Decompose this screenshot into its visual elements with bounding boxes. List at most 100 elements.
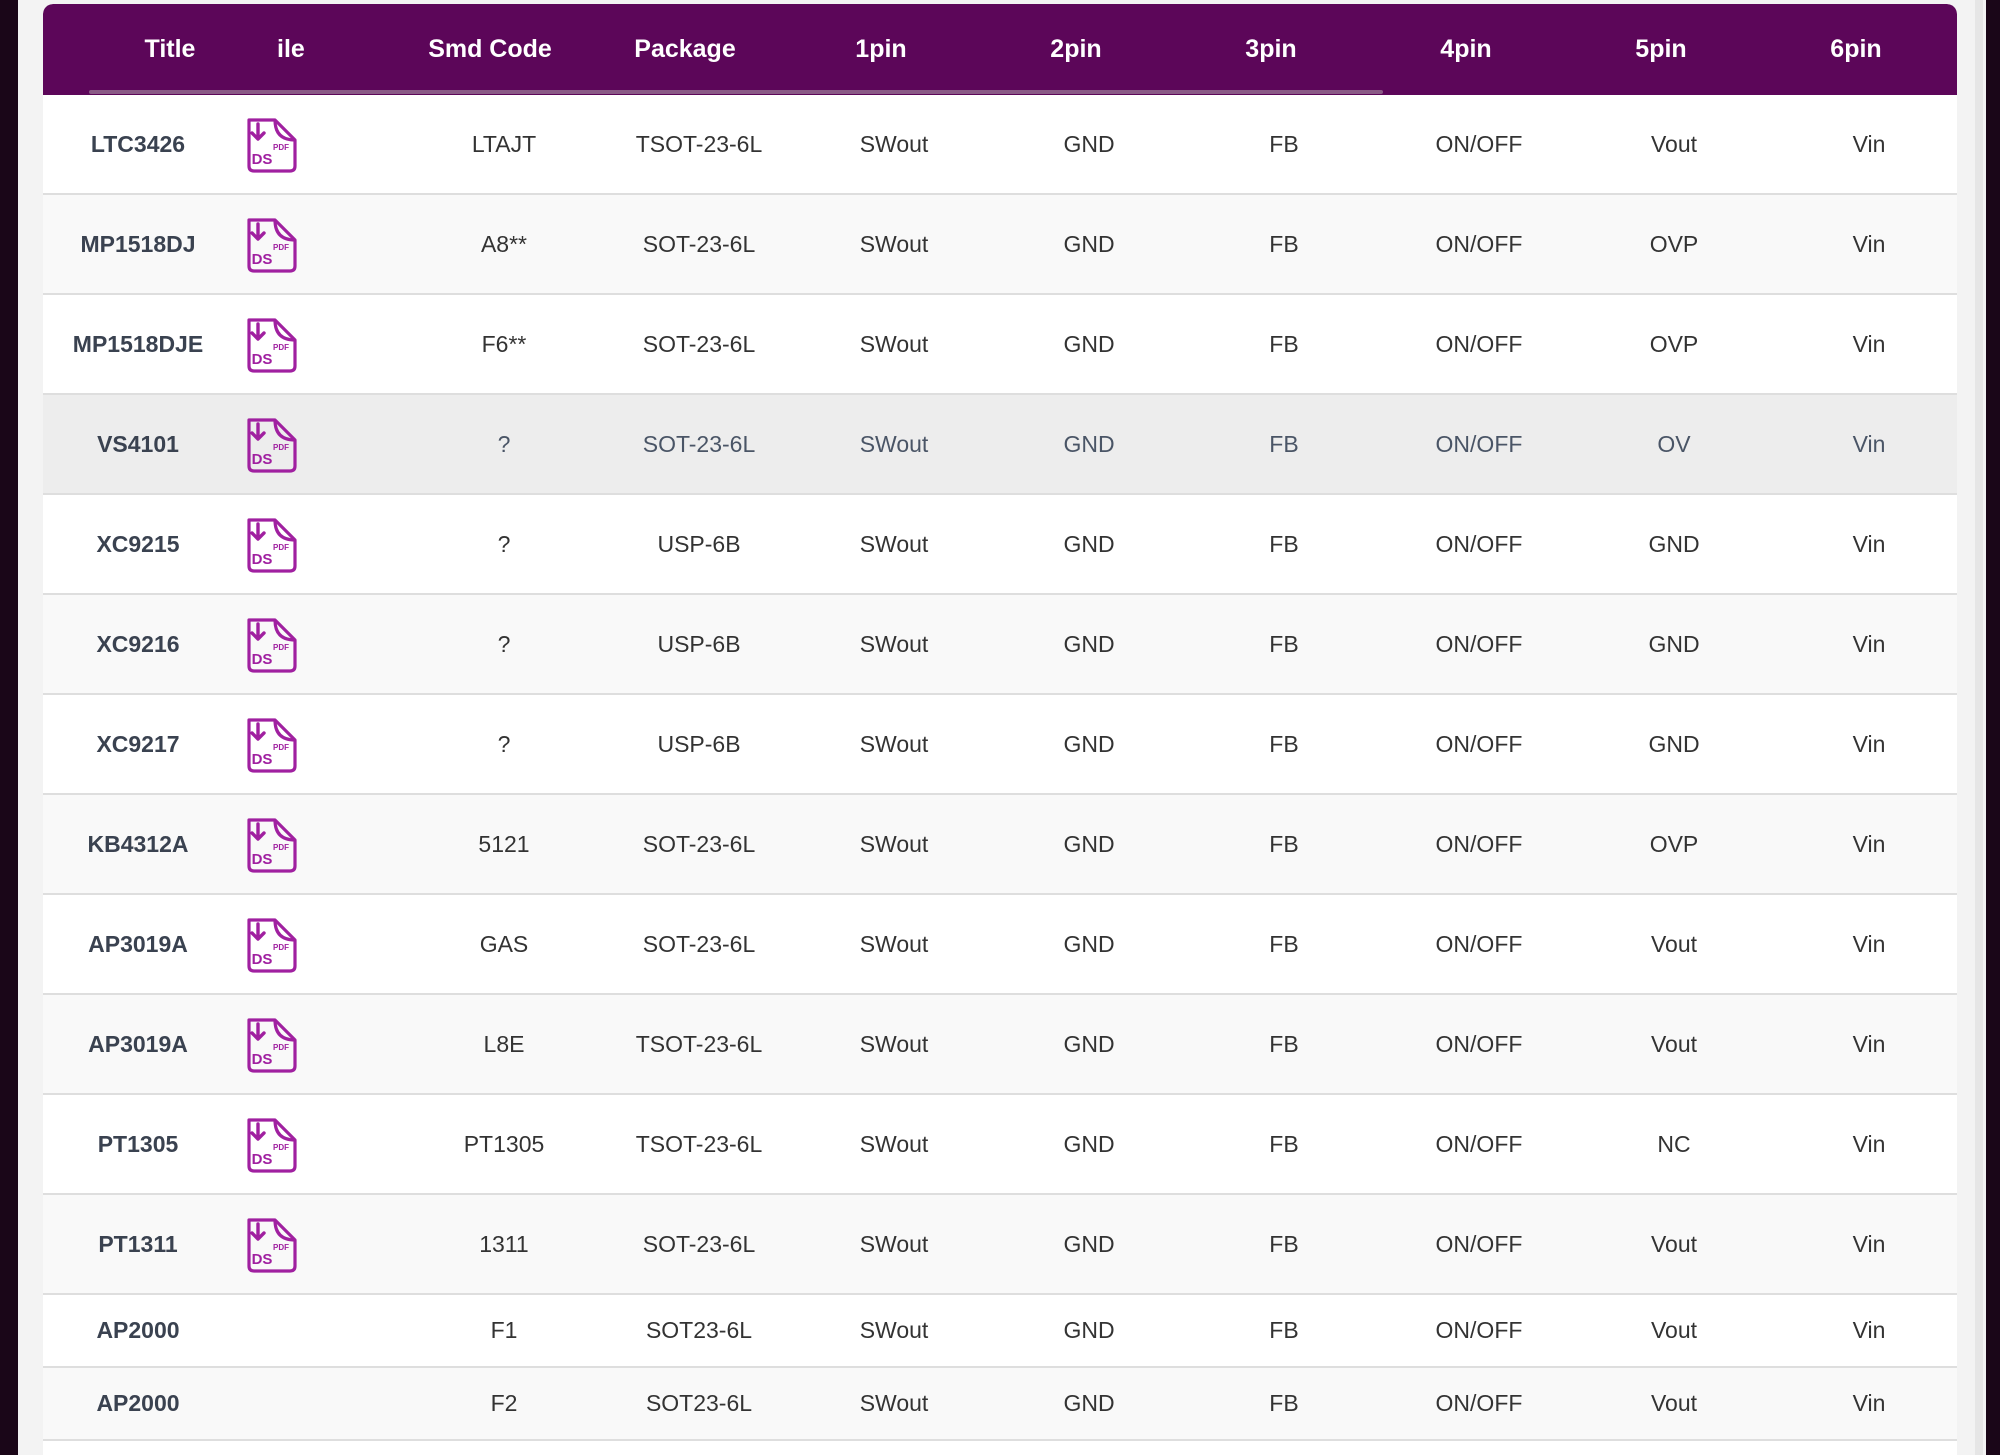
page-scrollbar[interactable] — [1975, 0, 1983, 1455]
svg-text:DS: DS — [252, 551, 273, 568]
cell-p4: ON/OFF — [1435, 330, 1523, 357]
svg-text:PDF: PDF — [273, 543, 289, 552]
cell-smd: F2 — [490, 1390, 518, 1416]
cell-p1: SWout — [859, 830, 929, 857]
header-4pin[interactable]: 4pin — [1440, 35, 1492, 63]
cell-title: MP1518DJE — [72, 330, 204, 357]
cell-package: SOT-23-6L — [642, 230, 756, 257]
cell-file: PDF DS — [233, 395, 309, 493]
cell-p5: Vout — [1650, 1030, 1698, 1057]
cell-file: PDF DS — [233, 895, 309, 993]
cell-p4: ON/OFF — [1435, 730, 1523, 757]
cell-title: AP2000 — [96, 1390, 180, 1416]
cell-p5: NC — [1657, 1130, 1691, 1157]
svg-text:DS: DS — [252, 1151, 273, 1168]
table-row[interactable]: MP1518DJE F6** SOT-23-6L SWout GND FB ON/OFF OV… — [43, 295, 1957, 395]
cell-p2: GND — [1063, 530, 1115, 557]
header-scroll-indicator — [89, 90, 1383, 94]
cell-p6: Vin — [1852, 330, 1886, 357]
cell-package: SOT-23-6L — [642, 830, 756, 857]
svg-text:DS: DS — [252, 651, 273, 668]
cell-p3: FB — [1269, 1230, 1299, 1257]
cell-p6: Vin — [1852, 1130, 1886, 1157]
header-1pin[interactable]: 1pin — [855, 35, 907, 63]
table-row[interactable]: LTC3426 LTAJT TSOT-23-6L SWout GND FB ON/OFF Vo… — [43, 95, 1957, 195]
table-row[interactable]: AP3019A L8E TSOT-23-6L SWout GND FB ON/OFF Vout… — [43, 995, 1957, 1095]
cell-p6: Vin — [1852, 130, 1886, 157]
cell-p6: Vin — [1852, 630, 1886, 657]
cell-package: TSOT-23-6L — [635, 1030, 763, 1057]
header-title[interactable]: Title — [144, 35, 196, 63]
table-row[interactable]: XC9216? USP-6B SWout GND FB ON/OFF GND Vin PDF DS — [43, 595, 1957, 695]
cell-package: SOT23-6L — [645, 1390, 753, 1416]
cell-smd: L8E — [483, 1030, 525, 1057]
cell-smd: GAS — [479, 930, 529, 957]
cell-p4: ON/OFF — [1435, 930, 1523, 957]
svg-text:PDF: PDF — [273, 1243, 289, 1252]
svg-text:PDF: PDF — [273, 743, 289, 752]
cell-package: SOT-23-6L — [642, 1230, 756, 1257]
table-row[interactable]: MP1518DJ A8** SOT-23-6L SWout GND FB ON/OFF OVP… — [43, 195, 1957, 295]
cell-p3: FB — [1269, 1030, 1299, 1057]
cell-p1: SWout — [859, 730, 929, 757]
table-row[interactable]: XC9215? USP-6B SWout GND FB ON/OFF GND Vin PDF DS — [43, 495, 1957, 595]
table-row[interactable]: AP2000 F2 SOT23-6L SWout GND FB ON/OFF Vout Vin — [43, 1368, 1957, 1441]
cell-p2: GND — [1063, 1317, 1115, 1343]
cell-title: XC9215 — [96, 530, 180, 557]
table-row[interactable]: AP2000 F1 SOT23-6L SWout GND FB ON/OFF Vout Vin — [43, 1295, 1957, 1368]
cell-package: USP-6B — [657, 530, 741, 557]
cell-p1: SWout — [859, 1317, 929, 1343]
cell-title: PT1311 — [98, 1230, 178, 1257]
cell-smd: ? — [497, 530, 511, 557]
cell-package: SOT23-6L — [645, 1317, 753, 1343]
cell-p2: GND — [1063, 430, 1115, 457]
cell-p5: GND — [1648, 530, 1700, 557]
cell-p4: ON/OFF — [1435, 1390, 1523, 1416]
header-file[interactable]: ile — [277, 35, 305, 63]
cell-file: PDF DS — [233, 1095, 309, 1193]
table-row[interactable]: KB4312A 5121 SOT-23-6L SWout GND FB ON/OFF OVP V… — [43, 795, 1957, 895]
cell-title: AP2000 — [96, 1317, 180, 1343]
cell-smd: PT1305 — [463, 1130, 545, 1157]
cell-package: USP-6B — [657, 730, 741, 757]
cell-p5: Vout — [1650, 1230, 1698, 1257]
cell-p2: GND — [1063, 830, 1115, 857]
cell-package: TSOT-23-6L — [635, 130, 763, 157]
cell-p2: GND — [1063, 130, 1115, 157]
table-row[interactable]: AP3019A GAS SOT-23-6L SWout GND FB ON/OFF Vout V… — [43, 895, 1957, 995]
table-row[interactable]: PT1305 PT1305 TSOT-23-6L SWout GND FB ON/OFF NC… — [43, 1095, 1957, 1195]
cell-file: PDF DS — [233, 1195, 309, 1293]
header-3pin[interactable]: 3pin — [1245, 35, 1297, 63]
svg-text:DS: DS — [252, 251, 273, 268]
cell-p4: ON/OFF — [1435, 830, 1523, 857]
cell-file: PDF DS — [233, 295, 309, 393]
cell-file: PDF DS — [233, 495, 309, 593]
header-5pin[interactable]: 5pin — [1635, 35, 1687, 63]
cell-p4: ON/OFF — [1435, 530, 1523, 557]
table-row[interactable]: PT1311 1311 SOT-23-6L SWout GND FB ON/OFF Vout V… — [43, 1195, 1957, 1295]
cell-package: SOT-23-6L — [642, 430, 756, 457]
cell-p2: GND — [1063, 1030, 1115, 1057]
table-row[interactable]: XC9217? USP-6B SWout GND FB ON/OFF GND Vin PDF DS — [43, 695, 1957, 795]
cell-p2: GND — [1063, 1230, 1115, 1257]
table-row[interactable]: VS4101? SOT-23-6L SWout GND FB ON/OFF OV Vin PDF… — [43, 395, 1957, 495]
header-package[interactable]: Package — [634, 35, 736, 63]
header-6pin[interactable]: 6pin — [1830, 35, 1882, 63]
cell-title: XC9216 — [96, 630, 180, 657]
cell-p2: GND — [1063, 630, 1115, 657]
header-2pin[interactable]: 2pin — [1050, 35, 1102, 63]
header-smd-code[interactable]: Smd Code — [428, 35, 552, 63]
svg-text:PDF: PDF — [273, 843, 289, 852]
